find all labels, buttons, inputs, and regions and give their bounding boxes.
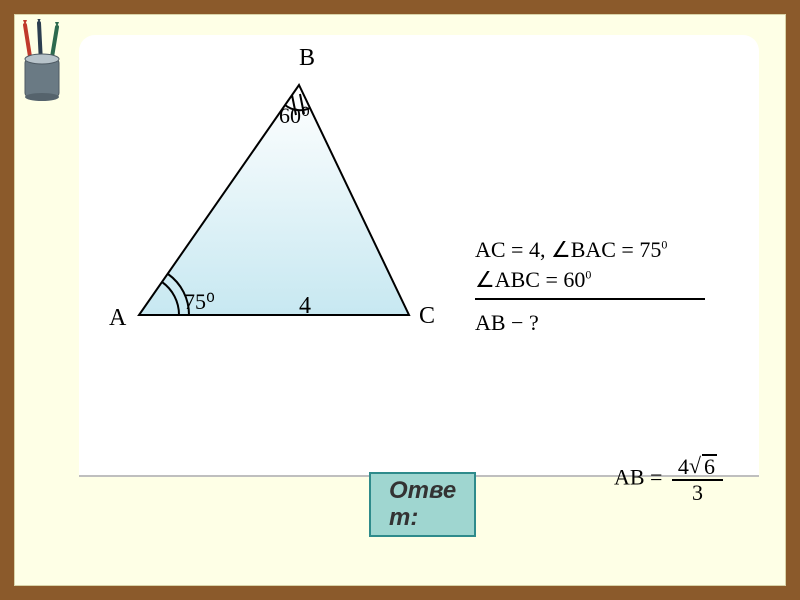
given-angle-abc: ∠ABC = 60: [475, 267, 585, 292]
answer-label-line2: т:: [389, 504, 418, 531]
triangle-diagram: [89, 45, 469, 365]
content-panel: B A C 60⁰ 75⁰ 4 AC = 4, ∠BAC = 750 ∠ABC …: [79, 35, 759, 477]
given-line-2: ∠ABC = 600: [475, 265, 735, 295]
vertex-c-label: C: [419, 303, 435, 330]
given-angle-bac: ∠BAC = 75: [551, 237, 661, 262]
answer-radicand: 6: [702, 454, 717, 478]
answer-num-coef: 4: [678, 454, 689, 479]
inner-frame: B A C 60⁰ 75⁰ 4 AC = 4, ∠BAC = 750 ∠ABC …: [14, 14, 786, 586]
given-ac: AC = 4,: [475, 237, 551, 262]
answer-fraction: 4√6 3: [672, 454, 723, 505]
angle-a-label: 75⁰: [184, 289, 215, 315]
side-ac-label: 4: [299, 293, 311, 320]
pencil-cup-icon: [17, 19, 69, 103]
outer-frame: B A C 60⁰ 75⁰ 4 AC = 4, ∠BAC = 750 ∠ABC …: [0, 0, 800, 600]
angle-b-label: 60⁰: [279, 103, 310, 129]
answer-den: 3: [672, 481, 723, 505]
given-line-1: AC = 4, ∠BAC = 750: [475, 235, 735, 265]
given-divider: [475, 298, 705, 300]
answer-label-line1: Отве: [389, 477, 456, 504]
vertex-a-label: A: [109, 305, 126, 332]
answer-box: Отве т:: [369, 472, 476, 537]
find-line: AB − ?: [475, 308, 735, 338]
given-block: AC = 4, ∠BAC = 750 ∠ABC = 600 AB − ?: [475, 235, 735, 338]
vertex-b-label: B: [299, 45, 315, 72]
answer-value: AB = 4√6 3: [614, 454, 723, 505]
answer-prefix: AB =: [614, 464, 662, 489]
